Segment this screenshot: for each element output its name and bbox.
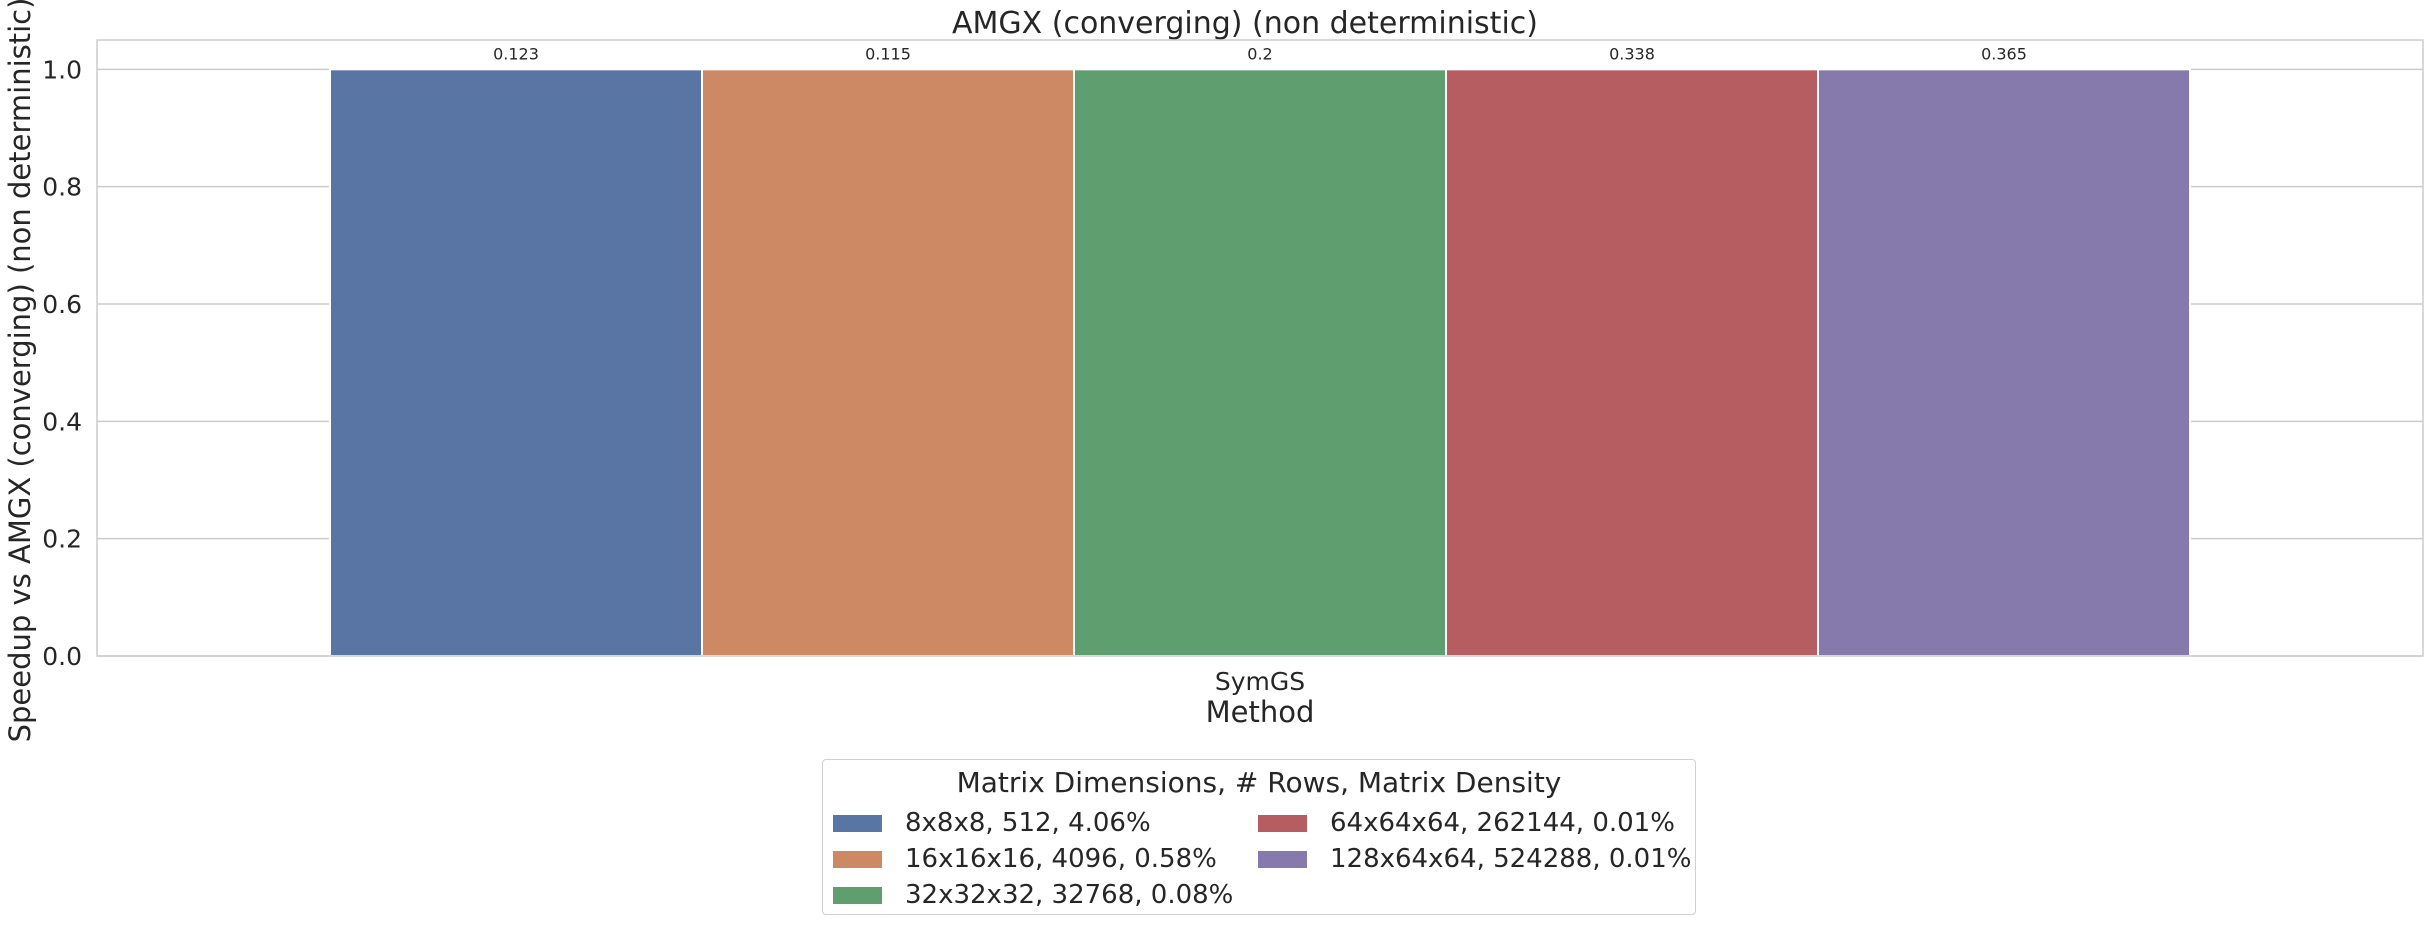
legend-swatch (833, 886, 882, 904)
legend-label: 128x64x64, 524288, 0.01% (1330, 844, 1692, 874)
bar (701, 68, 1075, 658)
bar-value-label: 0.2 (1247, 44, 1272, 63)
bar-value-label: 0.123 (493, 44, 539, 63)
bar (1817, 68, 2191, 658)
bar (1073, 68, 1447, 658)
plot-frame (96, 39, 2424, 657)
legend-item: 16x16x16, 4096, 0.58% (833, 844, 1217, 874)
legend-item: 64x64x64, 262144, 0.01% (1258, 808, 1675, 838)
legend-swatch (833, 850, 882, 868)
bars (329, 68, 2191, 658)
legend-title: Matrix Dimensions, # Rows, Matrix Densit… (956, 766, 1562, 799)
y-tick-label: 0.0 (42, 642, 82, 671)
legend-swatch (1258, 850, 1307, 868)
y-tick-label: 0.6 (42, 290, 82, 319)
x-tick-label: SymGS (1215, 667, 1305, 696)
legend-swatch (833, 814, 882, 832)
y-tick-label: 1.0 (42, 55, 82, 84)
legend-label: 32x32x32, 32768, 0.08% (905, 880, 1234, 910)
bar-value-label: 0.338 (1609, 44, 1655, 63)
bar-value-label: 0.365 (1981, 44, 2027, 63)
x-axis-label: Method (1206, 695, 1315, 729)
bar-value-label: 0.115 (865, 44, 911, 63)
bar (329, 68, 703, 658)
bar-labels: 0.123 0.115 0.2 0.338 0.365 (493, 44, 2027, 63)
legend-label: 64x64x64, 262144, 0.01% (1330, 808, 1675, 838)
legend-item: 128x64x64, 524288, 0.01% (1258, 844, 1691, 874)
legend-swatch (1258, 814, 1307, 832)
legend-item: 32x32x32, 32768, 0.08% (833, 880, 1233, 910)
legend: Matrix Dimensions, # Rows, Matrix Densit… (822, 759, 1696, 915)
bar (1445, 68, 1819, 658)
y-tick-label: 0.8 (42, 173, 82, 202)
legend-label: 8x8x8, 512, 4.06% (905, 808, 1151, 838)
y-tick-label: 0.2 (42, 525, 82, 554)
chart-title: AMGX (converging) (non deterministic) (952, 6, 1538, 41)
legend-label: 16x16x16, 4096, 0.58% (905, 844, 1217, 874)
y-tick-labels: 0.0 0.2 0.4 0.6 0.8 1.0 (42, 55, 82, 671)
y-axis-label: Speedup vs AMGX (converging) (non determ… (3, 0, 37, 742)
legend-item: 8x8x8, 512, 4.06% (833, 808, 1151, 838)
y-tick-label: 0.4 (42, 407, 82, 436)
x-tick-labels: SymGS (1215, 667, 1305, 696)
